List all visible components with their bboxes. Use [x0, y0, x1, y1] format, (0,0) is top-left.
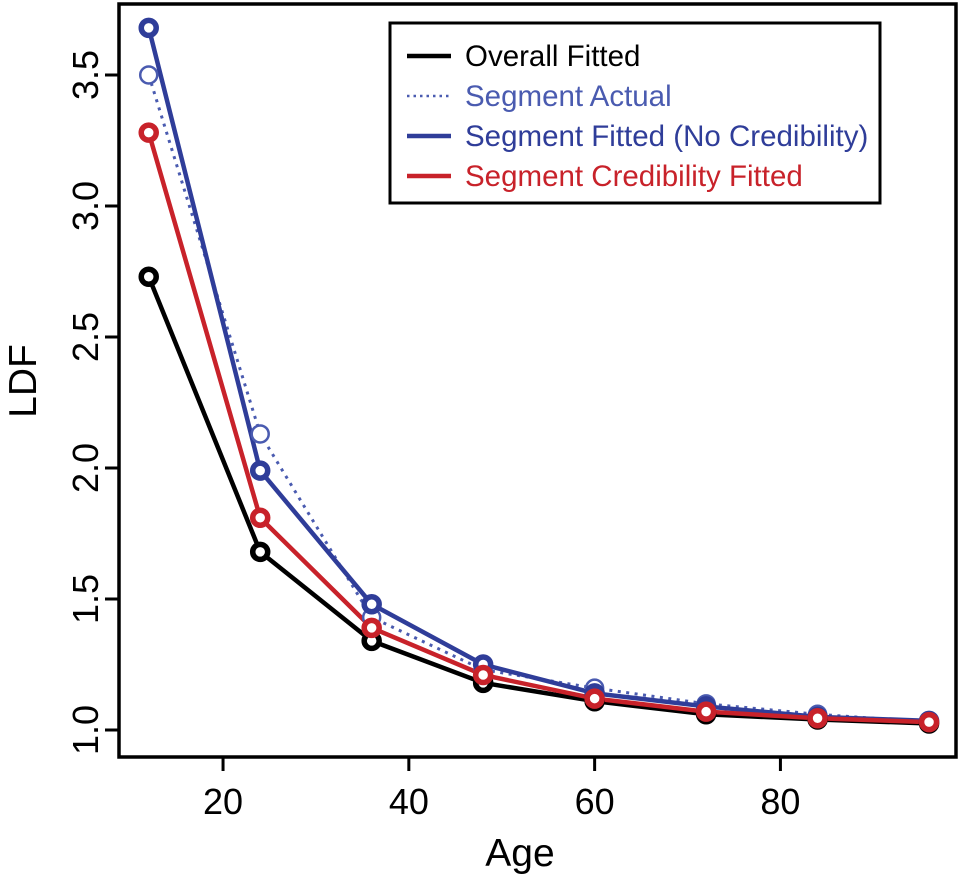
legend-item-segment-fitted-no-credibility: Segment Fitted (No Credibility) — [407, 120, 868, 153]
data-point — [138, 266, 159, 287]
legend-box — [388, 21, 882, 205]
data-point — [138, 122, 159, 143]
legend-item-segment-actual: Segment Actual — [407, 80, 672, 113]
x-tick-label: 60 — [575, 781, 615, 822]
data-point — [138, 17, 159, 39]
data-point — [918, 711, 940, 733]
series-group — [138, 17, 940, 734]
data-point — [249, 460, 271, 481]
y-tick-label: 3.0 — [65, 181, 106, 231]
legend-label: Segment Credibility Fitted — [465, 160, 803, 193]
x-axis: 20 40 60 80 Age — [203, 757, 800, 875]
series-markers-segment-credibility-fitted — [138, 122, 940, 733]
legend: Overall Fitted Segment Actual Segment Fitt… — [388, 21, 882, 205]
data-point — [138, 65, 159, 85]
data-point — [361, 594, 382, 615]
x-tick-label: 40 — [389, 781, 429, 822]
data-point — [249, 507, 271, 529]
data-point — [250, 424, 270, 444]
y-tick-label: 2.0 — [65, 443, 106, 493]
data-point — [361, 617, 382, 639]
legend-item-overall-fitted: Overall Fitted — [407, 40, 640, 73]
series-line-segment-credibility-fitted — [146, 132, 930, 725]
y-tick-label: 2.5 — [65, 312, 106, 362]
legend-label: Segment Actual — [465, 80, 672, 113]
x-axis-title: Age — [485, 832, 554, 875]
y-axis-title: LDF — [2, 344, 45, 418]
data-point — [807, 707, 828, 729]
legend-label: Segment Fitted (No Credibility) — [465, 120, 868, 153]
data-point — [472, 664, 494, 686]
data-point — [695, 701, 717, 722]
y-tick-label: 1.0 — [65, 705, 106, 755]
x-tick-label: 20 — [203, 781, 243, 822]
series-line-overall-fitted — [146, 275, 930, 726]
x-tick-label: 80 — [760, 781, 800, 822]
data-point — [584, 688, 605, 709]
y-tick-label: 1.5 — [65, 574, 106, 624]
legend-item-segment-credibility-fitted: Segment Credibility Fitted — [407, 160, 803, 193]
series-markers-overall-fitted — [138, 266, 940, 734]
data-point — [249, 541, 271, 563]
y-axis: 1.0 1.5 2.0 2.5 3.0 3.5 LDF — [2, 50, 119, 755]
plot-border — [117, 2, 958, 759]
legend-label: Overall Fitted — [465, 40, 640, 73]
y-tick-label: 3.5 — [65, 50, 106, 100]
